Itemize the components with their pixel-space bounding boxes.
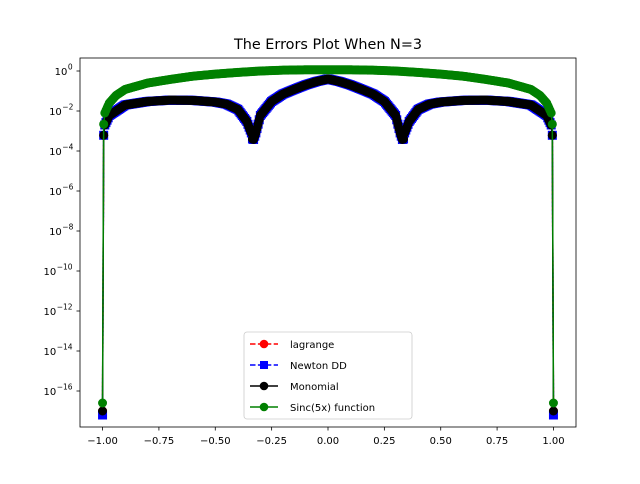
legend-label: Monomial (290, 382, 339, 393)
y-tick-label: 10 0 (55, 63, 73, 79)
y-tick-label: 10 −2 (49, 103, 74, 119)
legend-entry: Newton DD (250, 361, 347, 372)
x-tick-label: −0.50 (200, 436, 231, 447)
legend-box (243, 331, 413, 420)
x-tick-label: −0.25 (256, 436, 287, 447)
y-tick-base: 10 (43, 387, 56, 398)
legend-entry: Monomial (250, 381, 339, 393)
x-tick-label: −1.00 (87, 436, 118, 447)
y-tick-exponent: −6 (62, 183, 73, 192)
y-tick-base: 10 (43, 267, 56, 278)
y-tick-base: 10 (49, 107, 62, 118)
data-point (546, 108, 556, 118)
y-tick-label: 10 −14 (43, 343, 72, 359)
chart-title: The Errors Plot When N=3 (233, 37, 422, 53)
y-tick-base: 10 (49, 187, 62, 198)
legend-marker (259, 381, 269, 391)
y-tick-exponent: −2 (62, 103, 73, 112)
x-tick-label: −0.75 (144, 436, 175, 447)
y-tick-label: 10 −12 (43, 303, 72, 319)
y-tick-base: 10 (55, 67, 68, 78)
axes-layer: −1.00 −0.75 −0.50 −0.25 0.00 0.25 0.50 0.75 1.00… (43, 57, 577, 447)
legend-entry: Sinc(5x) function (250, 402, 375, 414)
legend: lagrange Newton DD Monomial Sinc(5x) functi… (243, 331, 413, 420)
x-tick-label: 1.00 (542, 436, 564, 447)
data-point (98, 398, 108, 408)
data-point (548, 398, 558, 408)
y-tick-exponent: −14 (57, 343, 73, 352)
legend-label: Sinc(5x) function (290, 403, 375, 414)
legend-marker (260, 361, 268, 369)
y-tick-exponent: −16 (57, 383, 73, 392)
x-tick-label: 0.50 (430, 436, 452, 447)
y-tick-base: 10 (43, 307, 56, 318)
y-tick-label: 10 −4 (49, 143, 74, 159)
y-tick-exponent: 0 (68, 63, 73, 72)
y-tick-label: 10 −10 (43, 263, 72, 279)
y-tick-base: 10 (49, 147, 62, 158)
y-tick-exponent: −12 (57, 303, 73, 312)
data-point (547, 119, 557, 129)
legend-marker (259, 339, 269, 349)
y-tick-label: 10 −16 (43, 383, 72, 399)
legend-entry: lagrange (250, 339, 334, 351)
legend-label: lagrange (290, 340, 334, 351)
y-tick-exponent: −4 (62, 143, 73, 152)
y-tick-label: 10 −8 (49, 223, 74, 239)
series-monomial (98, 74, 558, 416)
data-point (548, 406, 558, 416)
x-tick-label: 0.75 (486, 436, 508, 447)
y-tick-base: 10 (49, 227, 62, 238)
x-tick-label: 0.25 (373, 436, 395, 447)
y-tick-base: 10 (43, 347, 56, 358)
series-sinc-5x-function (98, 65, 558, 408)
x-tick-label: 0.00 (317, 436, 339, 447)
y-tick-exponent: −8 (62, 223, 73, 232)
data-point (98, 406, 108, 416)
data-point (99, 119, 109, 129)
legend-marker (259, 402, 269, 412)
y-tick-label: 10 −6 (49, 183, 74, 199)
legend-label: Newton DD (290, 361, 347, 372)
y-tick-exponent: −10 (57, 263, 73, 272)
series-layer (98, 65, 558, 420)
